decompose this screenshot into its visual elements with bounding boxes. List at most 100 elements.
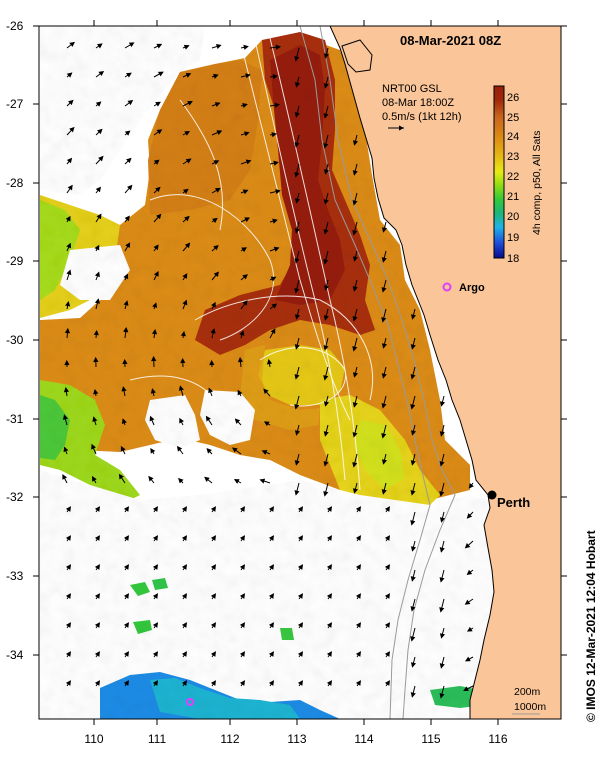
current-vector-head: [213, 271, 219, 278]
current-vector-head: [210, 622, 217, 628]
current-vector-head: [384, 535, 391, 541]
current-vector-head: [155, 101, 161, 107]
current-vector-head: [270, 328, 276, 335]
current-vector-head: [151, 329, 158, 335]
argo-icon: [186, 698, 194, 706]
current-vector-head: [232, 447, 238, 453]
lon-label: 114: [354, 732, 373, 746]
current-vector-head: [294, 404, 300, 410]
current-vector-head: [153, 244, 159, 251]
current-vector-head: [65, 680, 72, 686]
argo-float-marker: Argo: [442, 282, 485, 294]
cloud-gap-2: [60, 245, 130, 300]
current-vector-head: [294, 82, 301, 88]
current-vector-head: [66, 269, 72, 276]
depth-legend-1000m: 1000m: [514, 701, 546, 713]
argo-icon: [442, 282, 452, 292]
contour-1000m: [299, 26, 431, 719]
current-vector-head: [65, 651, 72, 657]
depth-contours: [299, 26, 456, 719]
streamline: [254, 39, 346, 481]
current-vector-head: [294, 198, 301, 204]
current-vector-head: [294, 56, 300, 62]
colorbar-bar: [493, 85, 505, 259]
colorbar: 26 25 24 23 22 21 20 19 18 4h comp, p50,…: [493, 85, 543, 265]
current-vector-head: [239, 593, 246, 599]
current-vector-head: [268, 564, 275, 570]
current-vector-head: [352, 200, 358, 206]
current-vector-head: [268, 680, 275, 686]
current-vector-head: [239, 506, 246, 512]
current-vector-head: [123, 622, 130, 628]
current-vector-head: [65, 593, 72, 599]
current-vector-head: [94, 622, 101, 628]
argo-float-marker-south: [186, 698, 194, 706]
lat-label: -34: [6, 648, 24, 662]
island-shark-bay: [341, 39, 373, 73]
current-vector-head: [181, 506, 188, 512]
current-vector-head: [210, 506, 217, 512]
current-vector-head: [123, 593, 130, 599]
current-vector-head: [91, 475, 97, 482]
current-vector-head: [68, 99, 74, 106]
current-vector-head: [323, 431, 329, 437]
current-vector-head: [64, 359, 70, 366]
current-vector-head: [118, 473, 124, 480]
current-vector-head: [323, 315, 329, 321]
current-vector-head: [381, 489, 387, 495]
current-vector-head: [352, 140, 359, 146]
current-vector-head: [66, 72, 73, 78]
lat-label: -32: [6, 490, 24, 504]
current-vector-head: [97, 128, 103, 135]
current-vector-head: [93, 389, 99, 395]
current-vector-head: [65, 215, 71, 222]
current-vector-head: [126, 157, 132, 164]
current-vector-head: [410, 430, 417, 436]
current-vector-head: [323, 53, 330, 59]
current-vector-head: [94, 244, 100, 251]
current-vector-head: [323, 199, 329, 205]
current-vector-head: [323, 345, 329, 351]
current-vector-head: [263, 388, 269, 395]
current-vector-head: [94, 298, 100, 304]
vector-scale-label: 0.5m/s (1kt 12h): [382, 111, 461, 123]
current-vector-head: [261, 450, 268, 455]
current-vector-head: [410, 636, 416, 642]
current-vector-head: [275, 189, 281, 195]
current-vectors: [62, 41, 474, 699]
sst-patch-green-s3: [133, 620, 152, 634]
current-vector-head: [268, 651, 275, 657]
current-vector-head: [155, 186, 161, 193]
current-vector-head: [178, 385, 184, 391]
current-vector-head: [95, 101, 102, 107]
sst-region-red-core: [270, 45, 345, 305]
current-vector-head: [123, 651, 130, 657]
current-vector-head: [210, 680, 217, 686]
current-vector-head: [127, 184, 133, 191]
current-vector-head: [268, 535, 275, 541]
current-vector-head: [326, 506, 333, 512]
sst-region-darkgreen-sw: [40, 395, 70, 460]
current-vector-head: [242, 274, 248, 280]
current-vector-head: [297, 535, 304, 541]
credit-line: © IMOS 12-Mar-2021 12:04 Hobart: [584, 530, 598, 722]
current-vector-head: [95, 186, 101, 193]
current-vector-head: [63, 387, 69, 393]
colorbar-tick: 23: [507, 151, 519, 163]
current-vector-head: [151, 355, 157, 362]
current-vector-head: [326, 651, 333, 657]
current-vector-head: [439, 461, 445, 467]
current-vector-head: [152, 651, 159, 657]
current-vector-head: [187, 101, 193, 106]
current-vector-head: [213, 160, 220, 165]
current-vector-head: [294, 344, 300, 350]
current-vector-head: [242, 102, 248, 109]
current-vector-head: [384, 622, 391, 628]
current-vector-head: [94, 271, 100, 278]
current-vector-head: [326, 593, 333, 599]
current-vector-head: [123, 535, 130, 541]
current-vector-head: [239, 680, 246, 686]
sst-region-orange: [40, 36, 470, 500]
current-vector-head: [152, 680, 159, 686]
